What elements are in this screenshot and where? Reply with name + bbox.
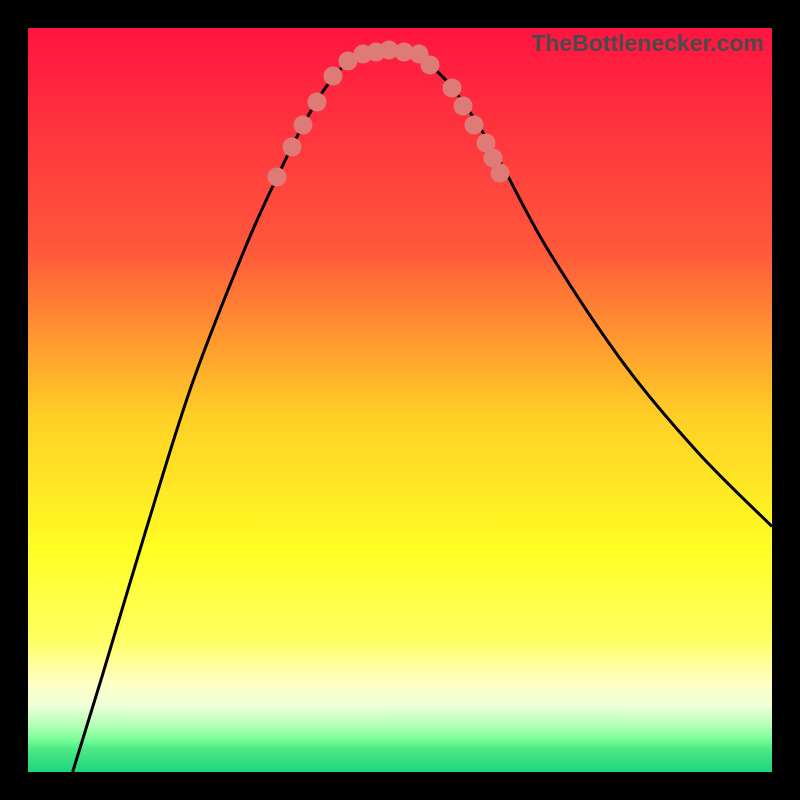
curve-marker (294, 115, 313, 134)
curve-marker (465, 115, 484, 134)
curve-marker (454, 97, 473, 116)
curve-marker (307, 93, 326, 112)
plot-area: TheBottlenecker.com (28, 28, 772, 772)
curve-marker (283, 138, 302, 157)
outer-frame: TheBottlenecker.com (0, 0, 800, 800)
watermark: TheBottlenecker.com (531, 30, 764, 57)
curve-marker (324, 67, 343, 86)
curve-marker (268, 167, 287, 186)
v-curve (73, 52, 772, 772)
chart-svg (28, 28, 772, 772)
curve-marker (443, 78, 462, 97)
curve-marker (491, 164, 510, 183)
curve-marker (420, 56, 439, 75)
